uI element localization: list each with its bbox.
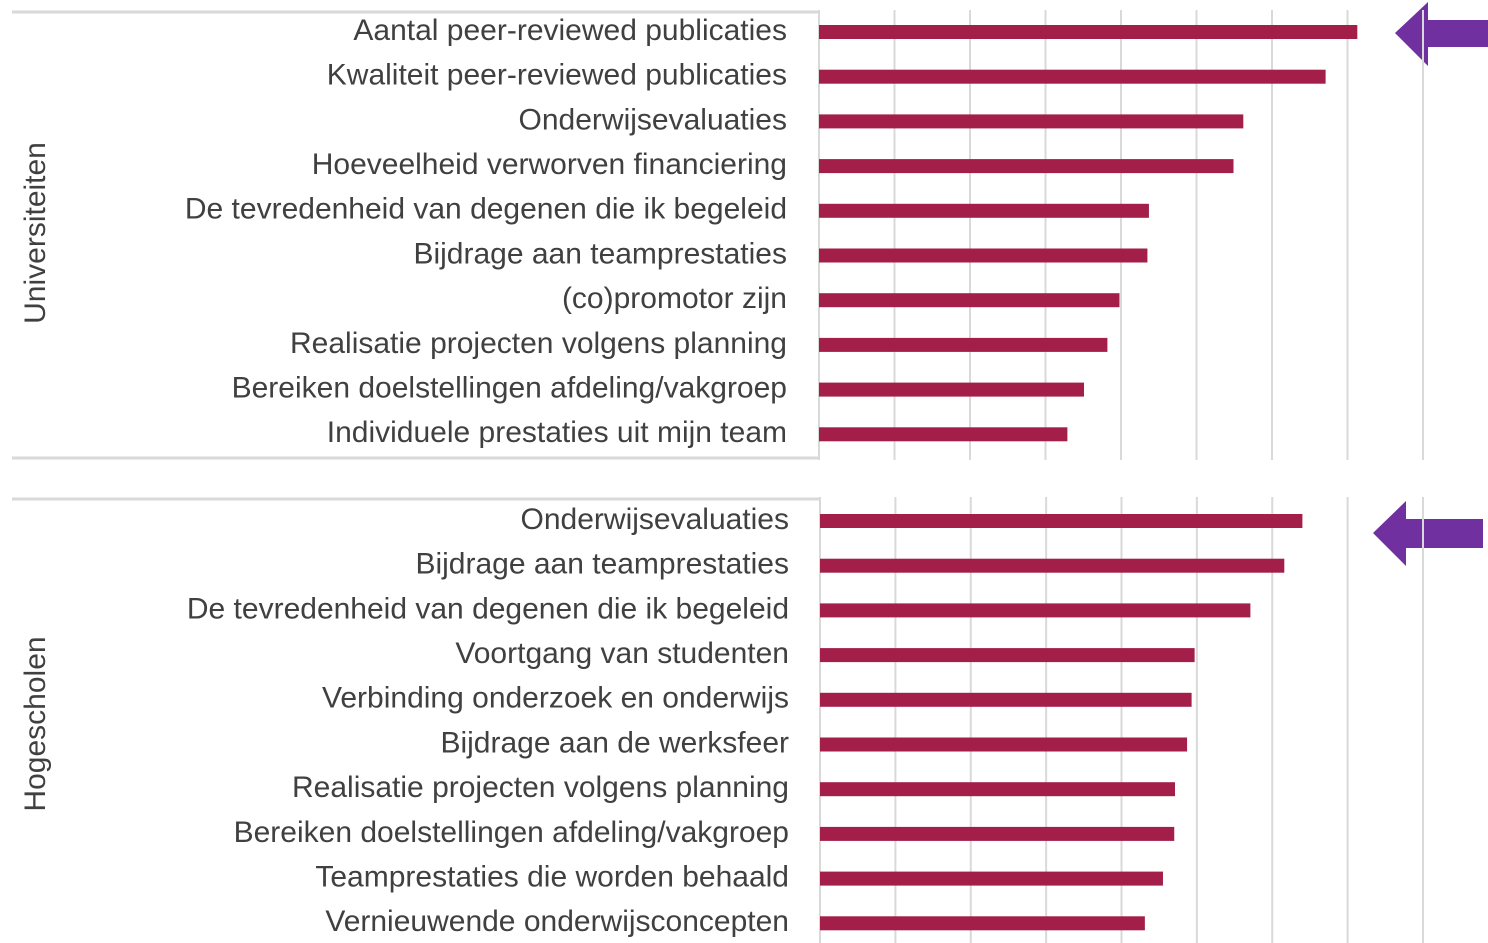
category-label: Onderwijsevaluaties [519, 103, 787, 136]
category-label: Bijdrage aan teamprestaties [415, 548, 789, 581]
bar [819, 427, 1068, 442]
bar [820, 826, 1175, 841]
bar [820, 514, 1303, 528]
category-label: Hoeveelheid verworven financiering [312, 148, 787, 181]
category-label: Onderwijsevaluaties [521, 503, 789, 536]
category-label: Teamprestaties die worden behaald [315, 861, 789, 894]
bar [820, 871, 1163, 886]
category-label: Voortgang van studenten [455, 637, 789, 670]
bar [820, 782, 1176, 797]
category-label: Individuele prestaties uit mijn team [327, 416, 787, 449]
y-axis-label: Universiteiten [19, 142, 52, 324]
category-label: Bijdrage aan teamprestaties [413, 237, 787, 270]
category-label: Aantal peer-reviewed publicaties [353, 14, 787, 47]
category-label: Realisatie projecten volgens planning [290, 327, 787, 360]
bar [819, 382, 1085, 397]
category-label: Realisatie projecten volgens planning [292, 771, 789, 804]
bar [819, 337, 1108, 352]
bar [819, 203, 1149, 218]
bar [820, 737, 1188, 752]
arrow [1395, 2, 1488, 66]
bar [820, 648, 1195, 663]
bar [819, 293, 1120, 308]
category-label: De tevredenheid van degenen die ik begel… [187, 592, 789, 625]
bar [820, 916, 1145, 931]
category-label: Bijdrage aan de werksfeer [440, 726, 789, 759]
category-label: Vernieuwende onderwijsconcepten [325, 905, 789, 938]
category-label: Verbinding onderzoek en onderwijs [322, 682, 789, 715]
category-label: Bereiken doelstellingen afdeling/vakgroe… [232, 372, 787, 405]
category-label: De tevredenheid van degenen die ik begel… [185, 193, 787, 226]
category-label: Bereiken doelstellingen afdeling/vakgroe… [234, 816, 789, 849]
bar [819, 114, 1244, 129]
category-label: (co)promotor zijn [562, 282, 787, 315]
bar [819, 69, 1326, 84]
bar [819, 25, 1358, 39]
bar [820, 692, 1192, 707]
category-label: Kwaliteit peer-reviewed publicaties [327, 59, 787, 92]
bar [820, 603, 1251, 618]
bar [819, 159, 1234, 174]
bar [820, 558, 1285, 573]
bar [819, 248, 1148, 263]
arrow [1373, 501, 1483, 566]
y-axis-label: Hogescholen [19, 636, 52, 811]
